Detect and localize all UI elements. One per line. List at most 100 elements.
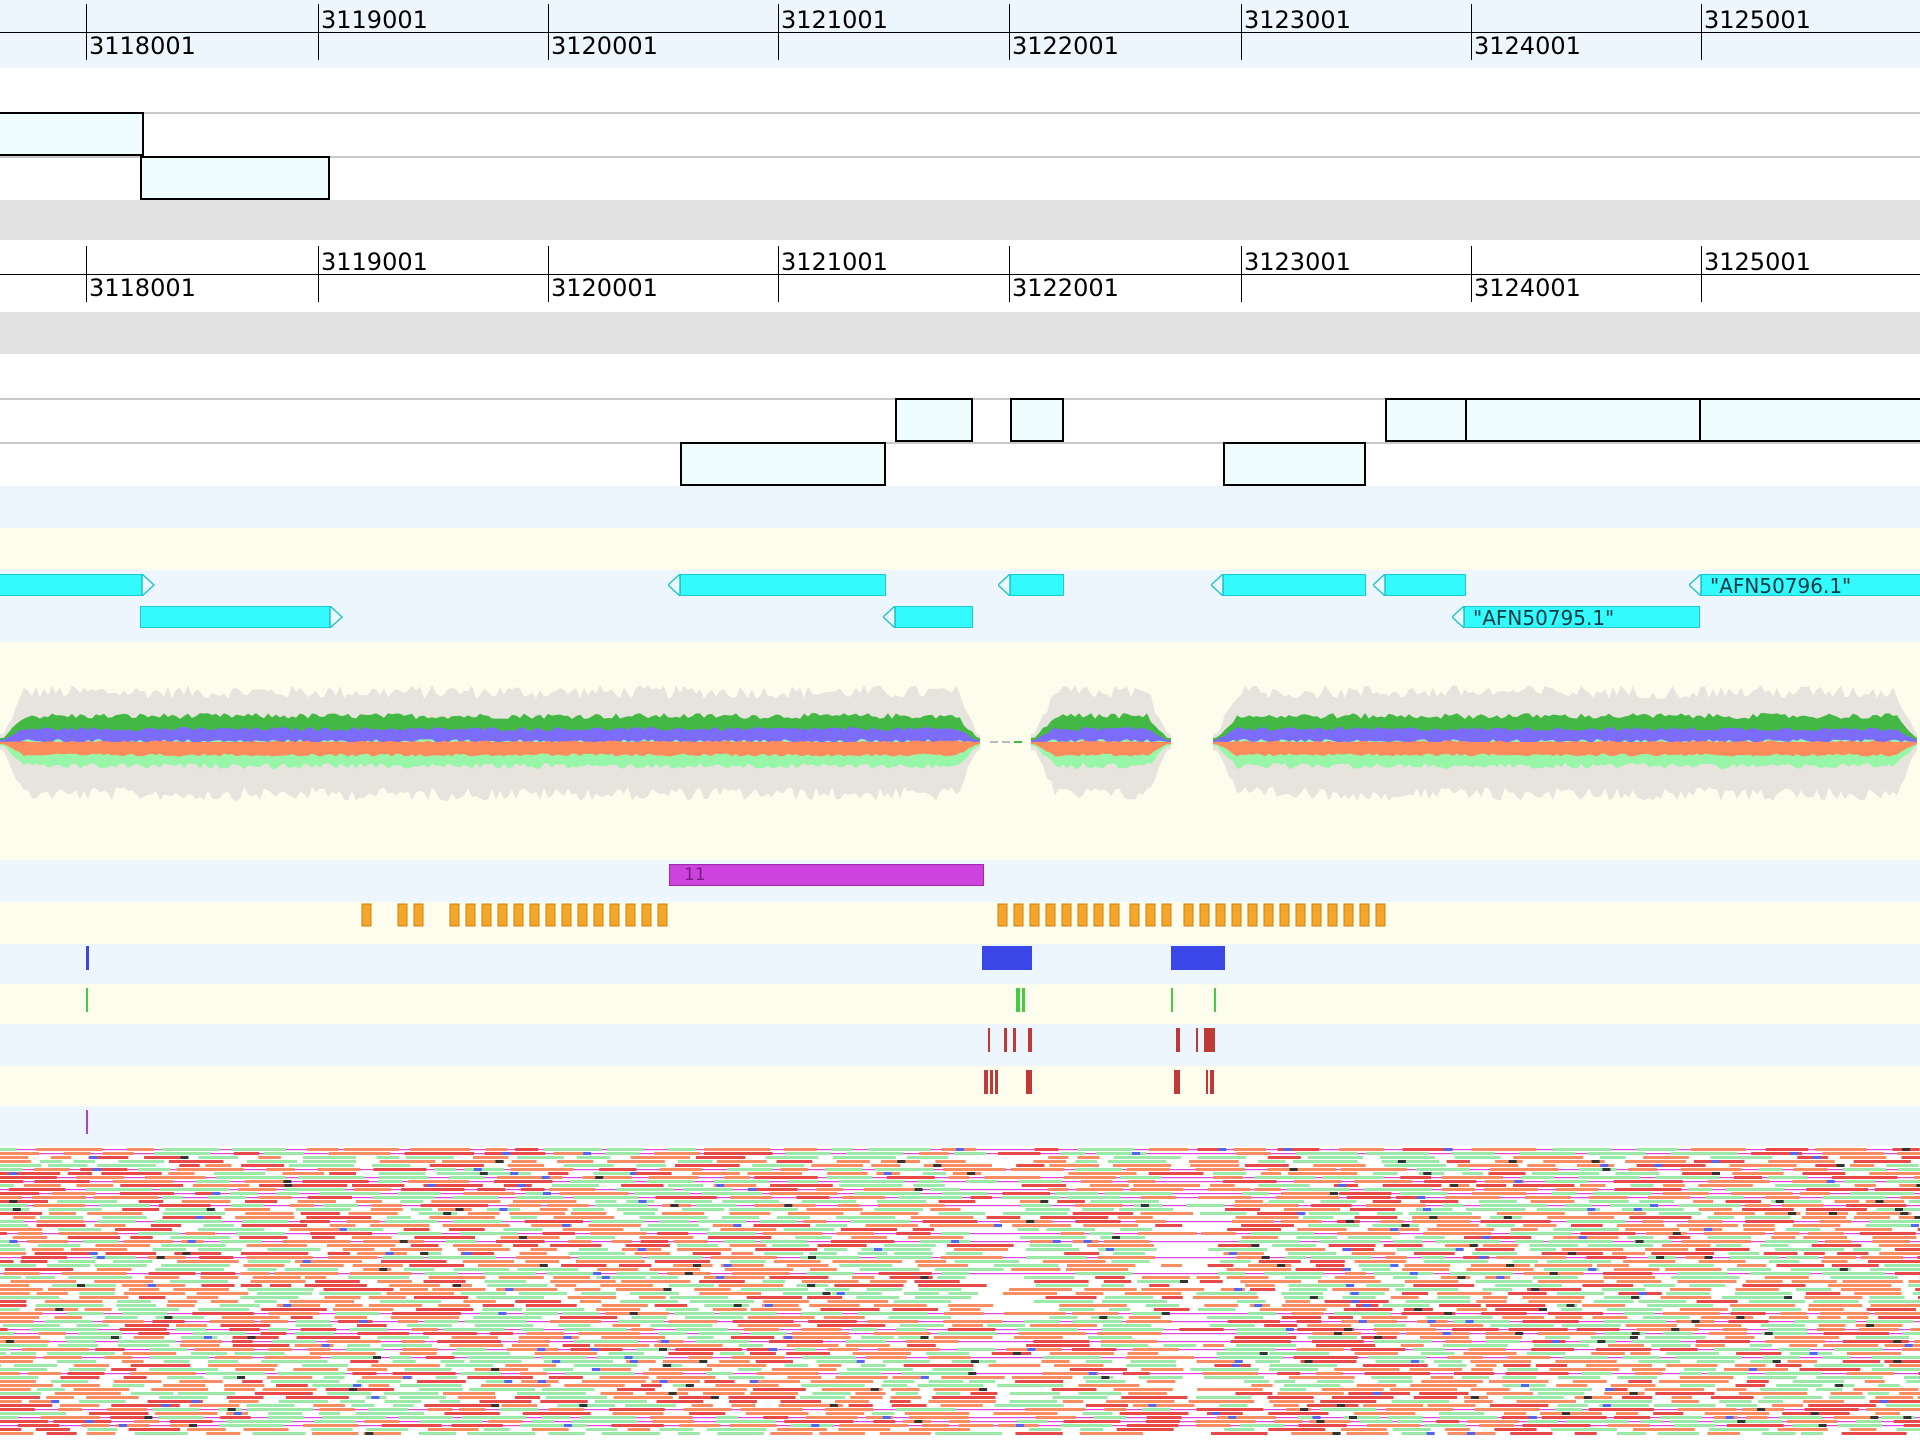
- cds-feature[interactable]: [140, 606, 330, 628]
- read: [1127, 1352, 1159, 1355]
- read-mismatch: [212, 1192, 221, 1195]
- read-mismatch: [583, 1152, 592, 1155]
- read-mismatch: [1234, 1360, 1243, 1363]
- read: [1102, 1324, 1152, 1327]
- read: [32, 1196, 87, 1199]
- cds-feature-afn50795[interactable]: "AFN50795.1": [1464, 606, 1700, 630]
- read: [836, 1160, 870, 1163]
- read: [94, 1280, 154, 1283]
- cds-feature[interactable]: [680, 574, 886, 596]
- blue-block[interactable]: [1171, 946, 1225, 970]
- read: [1024, 1276, 1075, 1279]
- read: [691, 1404, 713, 1407]
- cds-feature-afn50796[interactable]: "AFN50796.1": [1701, 574, 1920, 598]
- read: [555, 1284, 577, 1287]
- read: [122, 1360, 144, 1363]
- read-mismatch: [630, 1172, 639, 1175]
- read: [1530, 1200, 1575, 1203]
- gene-box[interactable]: [1010, 398, 1064, 442]
- read-mismatch: [537, 1348, 546, 1351]
- read-mismatch: [1597, 1340, 1606, 1343]
- read: [1485, 1336, 1523, 1339]
- read-mismatch: [1551, 1340, 1560, 1343]
- read: [1014, 1336, 1063, 1339]
- read: [600, 1392, 634, 1395]
- read: [729, 1212, 771, 1215]
- read: [1489, 1380, 1549, 1383]
- read: [1896, 1428, 1920, 1431]
- read: [1842, 1280, 1903, 1283]
- gene-box[interactable]: [1699, 398, 1920, 442]
- gene-box[interactable]: [140, 156, 330, 200]
- read: [0, 1192, 40, 1195]
- read: [449, 1228, 485, 1231]
- read: [1025, 1208, 1070, 1211]
- read: [1871, 1356, 1920, 1359]
- read: [715, 1384, 779, 1387]
- read: [729, 1208, 798, 1211]
- ruler-label: 3119001: [321, 248, 428, 276]
- read: [1083, 1376, 1114, 1379]
- magenta-feature[interactable]: 11: [669, 864, 984, 886]
- read: [368, 1408, 409, 1411]
- read: [1566, 1220, 1626, 1223]
- cds-feature[interactable]: [1385, 574, 1466, 596]
- read: [36, 1224, 86, 1227]
- gene-box[interactable]: [1465, 398, 1701, 442]
- read: [462, 1416, 527, 1419]
- read: [1679, 1376, 1734, 1379]
- read: [1288, 1284, 1352, 1287]
- read: [298, 1176, 365, 1179]
- read: [203, 1224, 234, 1227]
- blue-block[interactable]: [982, 946, 1032, 970]
- read: [258, 1156, 281, 1159]
- read: [0, 1288, 43, 1291]
- read: [1269, 1352, 1330, 1355]
- cds-feature[interactable]: [1223, 574, 1366, 596]
- read: [1540, 1412, 1602, 1415]
- read: [452, 1220, 503, 1223]
- read: [386, 1216, 411, 1219]
- gene-box[interactable]: [895, 398, 973, 442]
- read: [1522, 1320, 1579, 1323]
- read: [123, 1240, 174, 1243]
- read: [1104, 1192, 1173, 1195]
- read: [1708, 1332, 1747, 1335]
- read: [1782, 1204, 1824, 1207]
- read: [997, 1384, 1064, 1387]
- separator-band-2: [0, 312, 1920, 354]
- gene-box[interactable]: [0, 112, 144, 156]
- cds-feature[interactable]: [0, 574, 142, 596]
- read-mismatch: [1443, 1148, 1452, 1151]
- read-mismatch: [1757, 1408, 1766, 1411]
- read: [1267, 1396, 1314, 1399]
- ruler-band-1: [0, 0, 1920, 68]
- read: [1486, 1224, 1515, 1227]
- read: [1625, 1160, 1687, 1163]
- read: [46, 1432, 77, 1435]
- read: [795, 1236, 832, 1239]
- read: [857, 1252, 888, 1255]
- gene-box[interactable]: [680, 442, 886, 486]
- read-mismatch: [1218, 1148, 1227, 1151]
- read: [1639, 1200, 1674, 1203]
- read: [1435, 1240, 1500, 1243]
- cds-feature[interactable]: [1010, 574, 1064, 596]
- read: [611, 1240, 632, 1243]
- read: [578, 1332, 640, 1335]
- read: [1072, 1348, 1117, 1351]
- read: [71, 1248, 128, 1251]
- read-mismatch: [1423, 1172, 1432, 1175]
- read: [874, 1168, 934, 1171]
- read-mismatch: [1600, 1164, 1609, 1167]
- read: [564, 1328, 627, 1331]
- read: [683, 1408, 732, 1411]
- read: [1437, 1296, 1471, 1299]
- gene-box[interactable]: [1223, 442, 1366, 486]
- cds-feature[interactable]: [895, 606, 973, 628]
- gene-box[interactable]: [1385, 398, 1467, 442]
- orange-feature-mark: [1359, 903, 1370, 927]
- read: [1207, 1188, 1251, 1191]
- read: [1855, 1336, 1910, 1339]
- read: [0, 1412, 66, 1415]
